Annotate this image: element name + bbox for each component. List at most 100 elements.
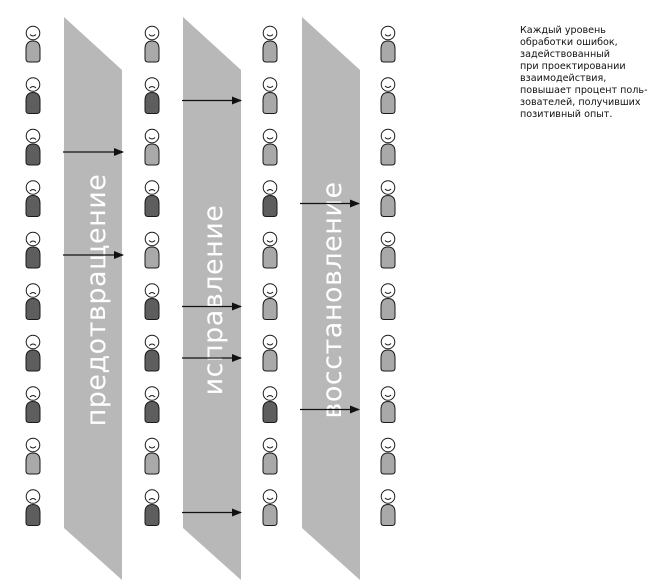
person-body (144, 143, 160, 166)
person-mouth (384, 137, 392, 140)
person-icon (262, 180, 278, 217)
person-head (262, 334, 278, 350)
person-mouth (148, 292, 156, 295)
person-icon (25, 489, 41, 526)
person-icon (25, 231, 41, 269)
caption-line: зователей, получивших (520, 97, 641, 108)
person-body (380, 143, 396, 166)
stage-recovery: восстановление (302, 17, 360, 580)
person-head (262, 437, 278, 453)
person-mouth (29, 498, 37, 501)
caption-line: обработки ошибок, (520, 37, 618, 48)
person-icon (262, 437, 278, 475)
person-icon (144, 25, 160, 63)
person-body (25, 400, 41, 423)
person-icon (144, 180, 160, 217)
person-body (144, 400, 160, 423)
person-body (25, 297, 41, 320)
person-head (25, 489, 41, 504)
person-mouth (266, 395, 274, 398)
person-body (262, 91, 278, 114)
person-mouth (148, 498, 156, 501)
person-mouth (384, 188, 392, 191)
person-icon (380, 334, 396, 372)
person-mouth (148, 395, 156, 398)
person-icon (262, 231, 278, 269)
person-head (380, 180, 396, 195)
person-head (380, 25, 396, 41)
person-head (262, 128, 278, 144)
person-head (380, 283, 396, 298)
person-icon (380, 25, 396, 63)
person-head (262, 231, 278, 247)
person-head (262, 489, 278, 504)
person-icon (144, 386, 160, 423)
person-body (380, 246, 396, 269)
person-icon (144, 437, 160, 475)
person-mouth (148, 189, 156, 192)
person-icon (380, 283, 396, 320)
person-body (144, 297, 160, 320)
person-head (144, 77, 160, 92)
person-head (144, 283, 160, 298)
person-body (262, 143, 278, 166)
person-body (262, 452, 278, 475)
person-head (380, 128, 396, 144)
person-body (144, 246, 160, 269)
person-head (380, 231, 396, 247)
stage-label: восстановление (317, 181, 348, 418)
person-mouth (384, 446, 392, 449)
person-body (144, 349, 160, 372)
person-icon (144, 334, 160, 372)
person-head (144, 128, 160, 144)
person-head (144, 180, 160, 195)
person-head (144, 437, 160, 453)
person-head (25, 231, 41, 247)
person-icon (380, 386, 396, 423)
person-mouth (384, 394, 392, 397)
person-head (25, 437, 41, 453)
person-body (25, 452, 41, 475)
person-body (380, 452, 396, 475)
person-icon (144, 231, 160, 269)
person-body (144, 452, 160, 475)
stage-band (302, 17, 360, 580)
person-mouth (384, 291, 392, 294)
person-icon (262, 489, 278, 526)
person-head (144, 25, 160, 41)
person-body (262, 194, 278, 217)
person-icon (144, 283, 160, 320)
person-head (144, 231, 160, 247)
person-icon (25, 180, 41, 217)
person-head (262, 386, 278, 401)
person-icon (25, 437, 41, 475)
person-mouth (266, 291, 274, 294)
person-icon (262, 334, 278, 372)
person-body (25, 503, 41, 526)
person-mouth (29, 292, 37, 295)
person-head (380, 437, 396, 453)
person-mouth (148, 34, 156, 37)
person-mouth (29, 343, 37, 346)
person-icon (262, 128, 278, 166)
person-mouth (29, 240, 37, 243)
person-mouth (266, 497, 274, 500)
person-mouth (266, 446, 274, 449)
caption-line: Каждый уровень (520, 25, 606, 36)
person-body (380, 91, 396, 114)
person-mouth (148, 137, 156, 140)
person-mouth (29, 189, 37, 192)
person-body (262, 40, 278, 63)
transition-arrows (63, 96, 360, 517)
person-icon (144, 489, 160, 526)
stage-label: исправление (198, 205, 229, 396)
person-body (25, 40, 41, 63)
caption-line: повышает процент поль- (520, 85, 648, 96)
person-body (380, 400, 396, 423)
person-head (144, 334, 160, 350)
person-mouth (384, 343, 392, 346)
person-head (25, 128, 41, 144)
person-icon (144, 128, 160, 166)
person-icon (262, 386, 278, 423)
person-mouth (384, 497, 392, 500)
